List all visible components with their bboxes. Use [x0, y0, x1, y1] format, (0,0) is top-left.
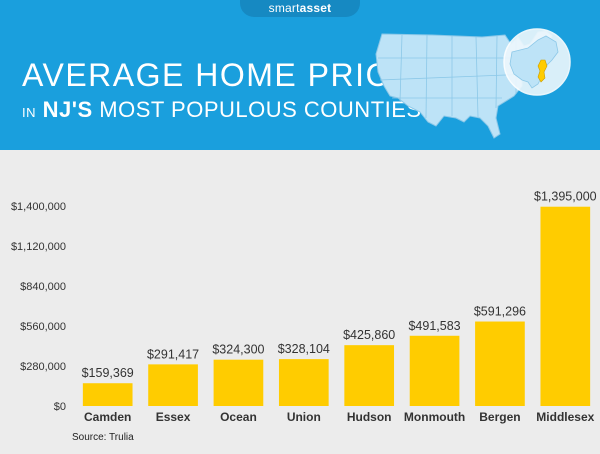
bar [344, 345, 395, 406]
data-label: $491,583 [408, 319, 460, 333]
header-banner: smartasset AVERAGE HOME PRICE IN NJ'S MO… [0, 0, 600, 150]
y-axis: $0 $280,000 $560,000 $840,000 $1,120,000 $1,4… [11, 201, 66, 413]
new-jersey-icon [537, 59, 548, 83]
bar [213, 359, 264, 406]
x-tick-label: Bergen [479, 410, 520, 424]
x-tick-label: Monmouth [404, 410, 465, 424]
bar [540, 206, 591, 406]
bar [148, 364, 198, 406]
bar-chart: $0 $280,000 $560,000 $840,000 $1,120,000 $1,4… [11, 190, 597, 424]
data-label: $425,860 [343, 328, 395, 342]
us-map-icon [375, 28, 571, 139]
y-tick-label: $1,120,000 [11, 241, 66, 253]
logo-text-light: smart [268, 1, 300, 15]
data-label: $328,104 [278, 342, 330, 356]
bar [409, 335, 460, 406]
data-label: $291,417 [147, 347, 199, 361]
x-tick-label: Ocean [220, 410, 257, 424]
x-tick-label: Middlesex [536, 410, 594, 424]
page-title: AVERAGE HOME PRICE [22, 57, 413, 93]
data-label: $159,369 [82, 366, 134, 380]
data-label: $1,395,000 [534, 190, 597, 204]
x-axis: Camden Essex Ocean Union Hudson Monmouth Berge… [84, 410, 595, 424]
x-tick-label: Union [287, 410, 321, 424]
bar [278, 359, 329, 406]
x-tick-label: Hudson [347, 410, 392, 424]
bar [82, 383, 133, 406]
x-tick-label: Camden [84, 410, 131, 424]
y-tick-label: $1,400,000 [11, 201, 66, 213]
data-labels: $159,369 $291,417 $324,300 $328,104 $425,860… [82, 190, 597, 381]
bars [82, 206, 591, 406]
y-tick-label: $840,000 [20, 281, 66, 293]
logo-tab: smartasset [240, 0, 360, 17]
x-tick-label: Essex [156, 410, 191, 424]
subtitle-highlight: NJ'S [42, 97, 93, 122]
y-tick-label: $0 [54, 401, 66, 413]
bar [475, 321, 525, 406]
page-subtitle: IN NJ'S MOST POPULOUS COUNTIES [22, 97, 422, 123]
y-tick-label: $560,000 [20, 321, 66, 333]
subtitle-prefix: IN [22, 105, 36, 120]
subtitle-rest: MOST POPULOUS COUNTIES [99, 97, 422, 122]
source-note: Source: Trulia [72, 432, 134, 443]
data-label: $591,296 [474, 305, 526, 319]
y-tick-label: $280,000 [20, 361, 66, 373]
logo-text-bold: asset [299, 1, 332, 15]
smartasset-logo: smartasset [240, 1, 360, 15]
data-label: $324,300 [212, 343, 264, 357]
